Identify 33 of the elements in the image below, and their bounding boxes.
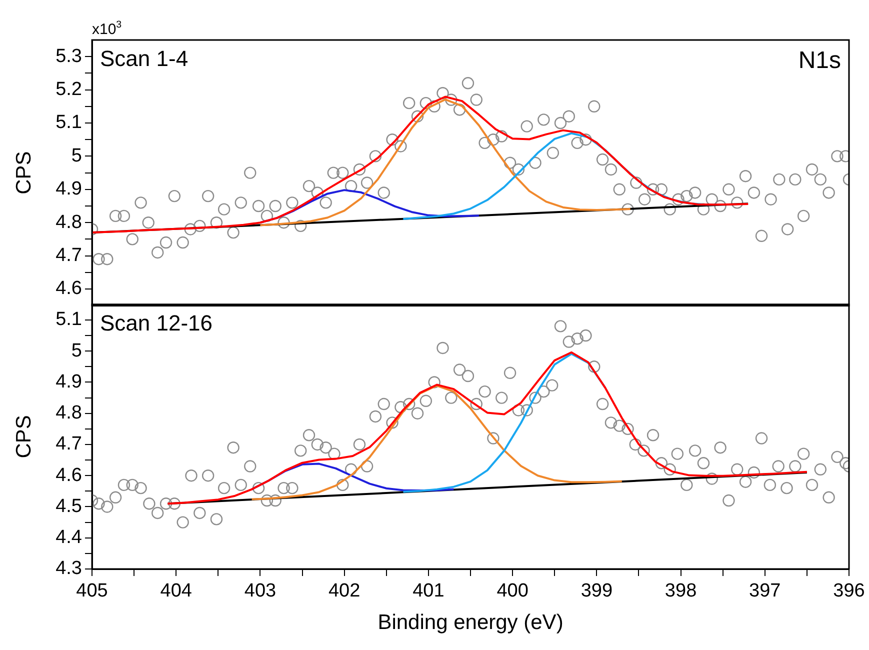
y-tick-label: 5.1 [56, 309, 82, 330]
x-tick-label: 400 [496, 580, 528, 602]
y-tick-label: 4.9 [56, 178, 82, 200]
annotation: Scan 1-4 [100, 46, 188, 71]
y-tick-label: 4.9 [56, 371, 82, 392]
annotation: Scan 12-16 [100, 310, 213, 336]
y-tick-label: 5 [71, 340, 82, 362]
y-axis-title: CPS [12, 151, 36, 194]
x-tick-label: 404 [160, 580, 192, 602]
y-tick-label: 5.1 [56, 112, 82, 134]
y-tick-label: 4.5 [56, 496, 82, 517]
y-tick-label: 4.6 [56, 464, 82, 486]
y-tick-label: 4.7 [56, 434, 82, 455]
x-tick-label: 396 [833, 580, 865, 602]
y-tick-label: 5.2 [56, 79, 82, 100]
x-axis-title: Binding energy (eV) [378, 611, 564, 634]
x-tick-label: 399 [580, 580, 613, 602]
annotation: N1s [798, 47, 842, 74]
x-tick-label: 401 [412, 580, 444, 602]
x-tick-label: 402 [328, 580, 360, 602]
x-tick-label: 405 [76, 580, 108, 602]
y-tick-label: 4.7 [56, 245, 82, 266]
y-tick-label: 5.3 [56, 46, 82, 67]
y-tick-label: 4.3 [56, 558, 82, 580]
x-tick-label: 397 [749, 580, 781, 602]
y-axis-title: CPS [12, 415, 36, 458]
y-tick-label: 4.4 [56, 527, 82, 548]
x-tick-label: 403 [244, 580, 276, 602]
y-tick-label: 5 [71, 145, 82, 166]
x-tick-label: 398 [664, 580, 697, 602]
y-tick-label: 4.8 [56, 212, 82, 233]
y-tick-label: 4.8 [56, 402, 82, 424]
y-tick-label: 4.6 [56, 278, 82, 300]
